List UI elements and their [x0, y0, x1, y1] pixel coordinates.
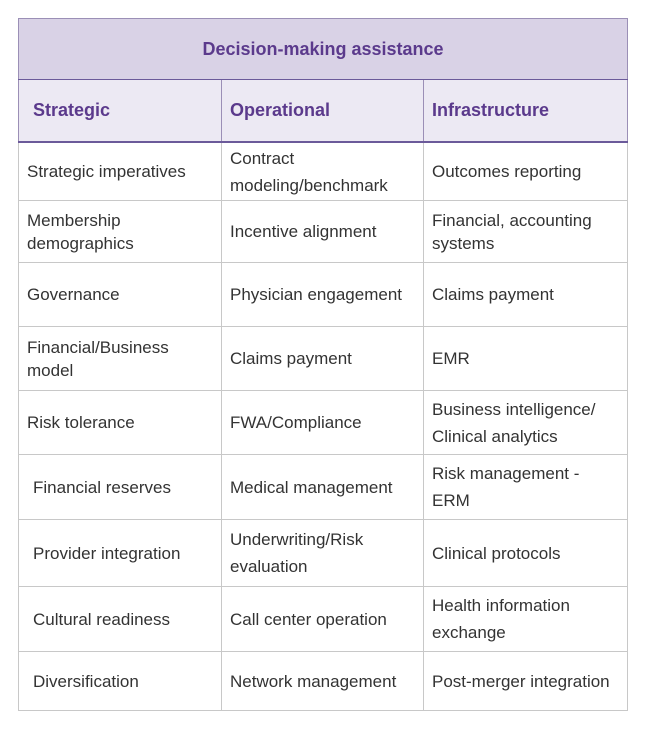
operational-cell: Underwriting/Risk evaluation: [221, 519, 424, 587]
table-row: Membership demographics Incentive alignm…: [18, 200, 629, 263]
infrastructure-cell: Business intelligence/ Clinical analytic…: [422, 390, 629, 455]
strategic-cell: Diversification: [18, 651, 222, 711]
infrastructure-cell: Post-merger integration: [422, 651, 629, 711]
operational-cell: FWA/Compliance: [221, 390, 424, 455]
column-header-operational: Operational: [221, 79, 424, 143]
table-title: Decision-making assistance: [17, 18, 629, 80]
strategic-cell: Strategic imperatives: [18, 141, 222, 201]
table-row: Financial/Business model Claims payment …: [18, 326, 629, 391]
strategic-cell: Cultural readiness: [18, 586, 222, 652]
infrastructure-cell: Financial, accounting systems: [422, 200, 629, 263]
table-row: Governance Physician engagement Claims p…: [18, 262, 629, 327]
infrastructure-cell: EMR: [422, 326, 629, 391]
infrastructure-cell: Clinical protocols: [422, 519, 629, 587]
table-row: Financial reserves Medical management Ri…: [18, 454, 629, 520]
strategic-cell: Governance: [18, 262, 222, 327]
infrastructure-cell: Outcomes reporting: [422, 141, 629, 201]
infrastructure-cell: Claims payment: [422, 262, 629, 327]
operational-cell: Network management: [221, 651, 424, 711]
infrastructure-cell: Health information exchange: [422, 586, 629, 652]
table-row: Provider integration Underwriting/Risk e…: [18, 519, 629, 587]
infrastructure-cell: Risk management - ERM: [422, 454, 629, 520]
strategic-cell: Financial reserves: [18, 454, 222, 520]
column-header-infrastructure: Infrastructure: [422, 79, 629, 143]
operational-cell: Incentive alignment: [221, 200, 424, 263]
table-row: Risk tolerance FWA/Compliance Business i…: [18, 390, 629, 455]
table-row: Cultural readiness Call center operation…: [18, 586, 629, 652]
operational-cell: Physician engagement: [221, 262, 424, 327]
table-row: Strategic imperatives Contract modeling/…: [18, 141, 629, 201]
operational-cell: Call center operation: [221, 586, 424, 652]
decision-making-table: Decision-making assistance Strategic Ope…: [17, 18, 629, 711]
operational-cell: Contract modeling/benchmark: [221, 141, 424, 201]
table-row: Diversification Network management Post-…: [18, 651, 629, 711]
operational-cell: Medical management: [221, 454, 424, 520]
strategic-cell: Financial/Business model: [18, 326, 222, 391]
strategic-cell: Provider integration: [18, 519, 222, 587]
strategic-cell: Membership demographics: [18, 200, 222, 263]
operational-cell: Claims payment: [221, 326, 424, 391]
strategic-cell: Risk tolerance: [18, 390, 222, 455]
column-header-strategic: Strategic: [18, 79, 222, 143]
